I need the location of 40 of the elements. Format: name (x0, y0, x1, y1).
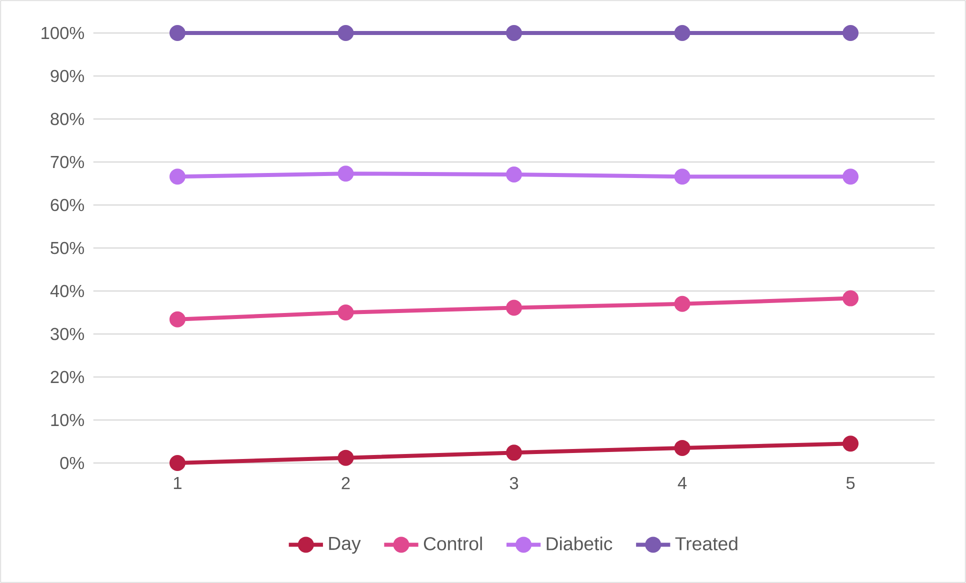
y-tick-label: 50% (50, 242, 84, 254)
y-tick-label: 30% (50, 328, 84, 340)
point (842, 436, 859, 452)
legend-label: Control (424, 536, 482, 550)
point (842, 168, 859, 185)
y-tick-label: 100% (42, 26, 84, 40)
point (674, 440, 690, 456)
point (169, 311, 186, 328)
point (169, 455, 186, 471)
legend-label: Treated (675, 536, 738, 550)
y-tick-label: 20% (50, 370, 84, 384)
point (506, 444, 522, 461)
y-tick-label: 80% (50, 112, 84, 126)
y-tick-label: 0% (60, 456, 84, 470)
point (338, 166, 354, 182)
y-tick-label: 10% (51, 414, 84, 426)
point (506, 166, 522, 182)
point (338, 25, 354, 41)
point (674, 25, 690, 41)
point (842, 290, 859, 306)
y-tick-label: 40% (50, 284, 84, 298)
point (338, 304, 354, 320)
y-tick-label: 90% (50, 70, 84, 82)
x-tick-label: 5 (846, 477, 855, 490)
y-tick-label: 60% (50, 198, 84, 212)
point (506, 25, 522, 41)
x-tick-label: 3 (510, 477, 518, 490)
legend-label: Day (329, 536, 361, 554)
point (169, 168, 186, 185)
x-tick-label: 4 (678, 477, 687, 489)
x-tick-label: 1 (174, 477, 182, 489)
point (169, 25, 186, 41)
point (674, 296, 690, 312)
x-tick-label: 2 (342, 477, 350, 490)
point (338, 450, 354, 466)
y-tick-label: 70% (50, 156, 84, 168)
legend-label: Diabetic (546, 536, 612, 550)
point (674, 168, 690, 185)
point (506, 300, 522, 316)
point (842, 25, 859, 41)
